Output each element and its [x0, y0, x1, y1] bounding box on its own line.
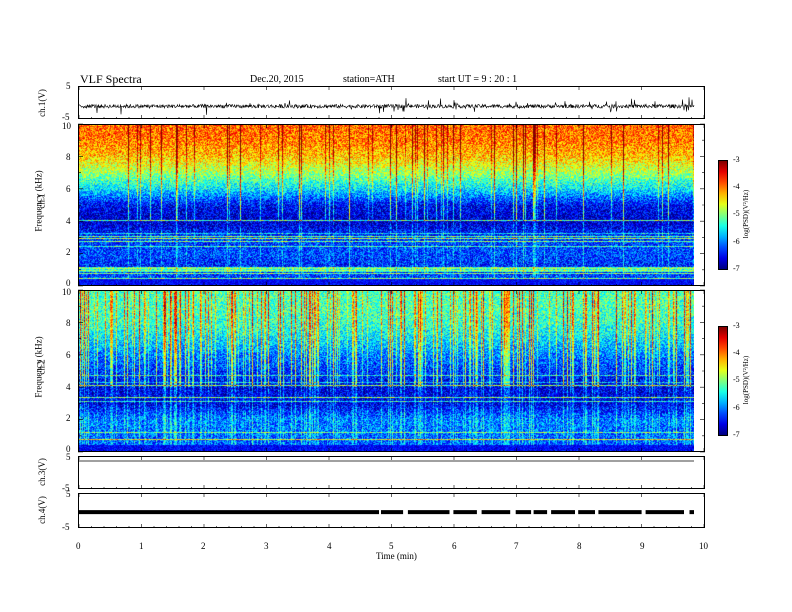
spec1-ytick-4: 4 [66, 216, 71, 226]
spec2-ytick-0: 0 [66, 444, 71, 454]
spec2-ytick-6: 6 [66, 350, 71, 360]
ch3-ytick-minus5: -5 [62, 483, 70, 493]
chart-title: VLF Spectra [80, 72, 142, 86]
xtick-5: 5 [389, 541, 394, 551]
cb2-tick-minus6: -6 [733, 403, 740, 412]
cb1-tick-minus4: -4 [733, 182, 740, 191]
ch4-ytick-5: 5 [66, 489, 71, 499]
ch1-colorbar [718, 160, 728, 270]
spec2-ytick-8: 8 [66, 318, 71, 328]
cb1-tick-minus3: -3 [733, 155, 740, 164]
cb2-tick-minus7: -7 [733, 430, 740, 439]
ch1-ytick-minus5: -5 [62, 112, 70, 122]
cb2-label: log(PSD)(V²/Hz) [742, 355, 751, 405]
x-axis-label: Time (min) [376, 551, 417, 561]
spec1-ytick-0: 0 [66, 278, 71, 288]
spec1-ytick-10: 10 [62, 121, 71, 131]
ch3-ytick-5: 5 [66, 452, 71, 462]
ch2-spectrogram-image [79, 291, 694, 451]
ch1-waveform-line [78, 97, 695, 115]
date-label: Dec.20, 2015 [250, 74, 304, 85]
y-axis-ticks [78, 123, 705, 453]
xtick-7: 7 [514, 541, 519, 551]
ch4-ytick-minus5: -5 [62, 522, 70, 532]
ch1-ytick-5: 5 [66, 81, 71, 91]
cb2-tick-minus5: -5 [733, 375, 740, 384]
cb1-tick-minus7: -7 [733, 264, 740, 273]
xtick-2: 2 [201, 541, 206, 551]
xtick-10: 10 [699, 541, 708, 551]
ch4-voltage-label: ch.4(V) [36, 496, 47, 524]
cb2-tick-minus3: -3 [733, 321, 740, 330]
xtick-6: 6 [452, 541, 457, 551]
cb2-tick-minus4: -4 [733, 348, 740, 357]
ch1-spectrogram-image [79, 125, 694, 285]
spec2-ytick-4: 4 [66, 382, 71, 392]
start-time-label: start UT = 9 : 20 : 1 [438, 74, 518, 85]
spec2-ytick-2: 2 [66, 413, 71, 423]
spec1-ytick-6: 6 [66, 184, 71, 194]
ch1-channel-label: ch.1 [36, 193, 47, 209]
cb1-tick-minus5: -5 [733, 209, 740, 218]
ch1-voltage-label: ch.1(V) [36, 89, 47, 117]
spec2-ytick-10: 10 [62, 287, 71, 297]
spec1-ytick-8: 8 [66, 152, 71, 162]
ch2-colorbar [718, 326, 728, 436]
x-axis-ticks [78, 86, 705, 528]
xtick-3: 3 [264, 541, 269, 551]
cb1-label: log(PSD)(V²/Hz) [742, 189, 751, 239]
xtick-4: 4 [327, 541, 332, 551]
xtick-1: 1 [139, 541, 144, 551]
ch3-voltage-label: ch.3(V) [36, 458, 47, 486]
xtick-8: 8 [577, 541, 582, 551]
ch2-channel-label: ch.2 [36, 359, 47, 375]
xtick-0: 0 [76, 541, 81, 551]
spec1-ytick-2: 2 [66, 247, 71, 257]
cb1-tick-minus6: -6 [733, 237, 740, 246]
xtick-9: 9 [640, 541, 645, 551]
station-label: station=ATH [343, 74, 395, 85]
